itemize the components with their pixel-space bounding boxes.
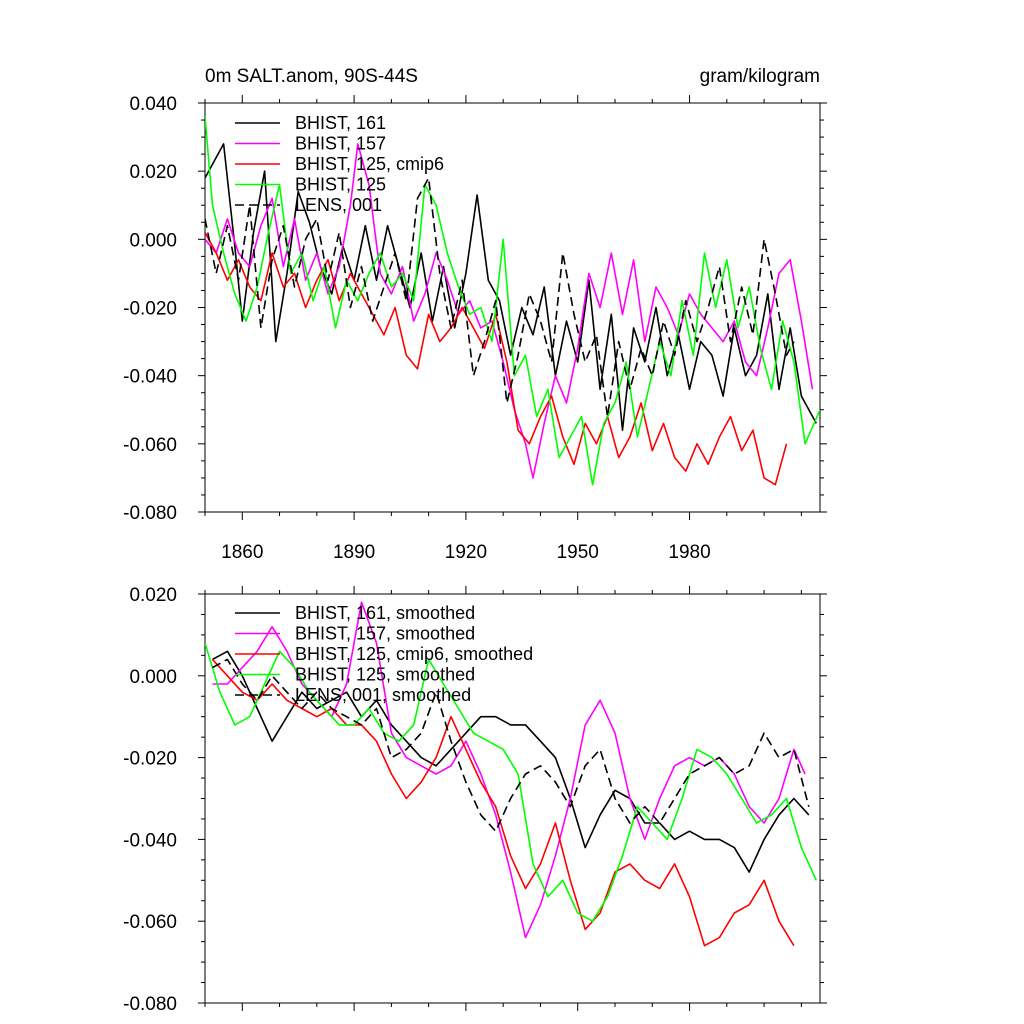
y-tick-label: -0.080 <box>123 503 177 524</box>
series-line-4 <box>212 658 810 833</box>
y-tick-label: 0.040 <box>129 94 177 115</box>
x-tick-label: 1980 <box>668 542 710 563</box>
x-tick-label: 1860 <box>221 542 263 563</box>
top-panel: 0m SALT.anom, 90S-44S gram/kilogram -0.0… <box>123 66 827 563</box>
y-tick-label: -0.060 <box>123 912 177 933</box>
y-tick-label: -0.080 <box>123 994 177 1015</box>
y-tick-label: 0.020 <box>129 585 177 606</box>
series-line-0 <box>205 143 818 432</box>
y-tick-label: 0.000 <box>129 667 177 688</box>
series-line-0 <box>212 650 810 873</box>
y-tick-label: -0.040 <box>123 830 177 851</box>
series-line-4 <box>205 177 795 418</box>
series-line-2 <box>211 658 795 947</box>
y-tick-label: -0.020 <box>123 749 177 770</box>
legend-label-2: BHIST, 125, cmip6 <box>295 154 444 174</box>
y-tick-label: 0.000 <box>129 230 177 251</box>
legend-label-4: LENS, 001 <box>295 195 382 215</box>
y-tick-label: -0.020 <box>123 299 177 320</box>
legend-label-3: BHIST, 125 <box>295 175 386 195</box>
chart-title: 0m SALT.anom, 90S-44S <box>205 66 418 87</box>
legend-label-3: BHIST, 125, smoothed <box>295 665 475 685</box>
x-tick-label: 1950 <box>557 542 599 563</box>
y-tick-label: -0.040 <box>123 367 177 388</box>
legend-label-4: LENS, 001, smoothed <box>295 685 471 705</box>
series-group <box>205 601 818 947</box>
bottom-panel: -0.080 -0.060 -0.040 -0.020 0.000 0.020 BHIST,… <box>123 585 827 1015</box>
legend-label-2: BHIST, 125, cmip6, smoothed <box>295 644 533 664</box>
legend-label-1: BHIST, 157 <box>295 134 386 154</box>
legend-label-1: BHIST, 157, smoothed <box>295 624 475 644</box>
y-tick-label: 0.020 <box>129 162 177 183</box>
series-group <box>205 116 820 486</box>
legend-label-0: BHIST, 161, smoothed <box>295 603 475 623</box>
legend-label-0: BHIST, 161 <box>295 113 386 133</box>
x-tick-label: 1890 <box>333 542 375 563</box>
y-tick-label: -0.060 <box>123 435 177 456</box>
units-label: gram/kilogram <box>700 66 820 87</box>
series-line-3 <box>205 116 820 486</box>
series-line-3 <box>205 642 818 923</box>
x-tick-label: 1920 <box>445 542 487 563</box>
